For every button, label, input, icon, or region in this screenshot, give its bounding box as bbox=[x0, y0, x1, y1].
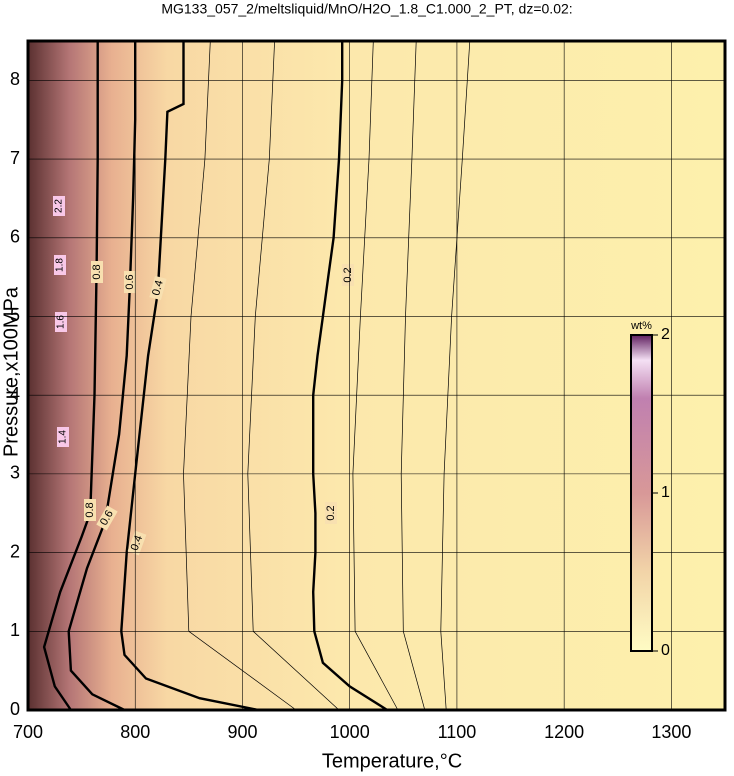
contour-label-bg bbox=[91, 261, 103, 283]
plot-background bbox=[28, 41, 725, 710]
y-tick-label: 2 bbox=[10, 541, 20, 561]
y-tick-label: 1 bbox=[10, 620, 20, 640]
colorbar-tick-label: 2 bbox=[661, 326, 670, 343]
contour-line-bold bbox=[42, 41, 99, 711]
colorbar bbox=[630, 334, 653, 652]
x-tick-label: 1000 bbox=[330, 722, 370, 742]
contour-label-bg bbox=[127, 530, 147, 556]
plot-frame bbox=[26, 39, 727, 712]
contour-label-bg bbox=[149, 275, 167, 301]
x-tick-label: 700 bbox=[13, 722, 43, 742]
colorbar-label: wt% bbox=[630, 320, 652, 332]
colorbar-tick-label: 1 bbox=[661, 484, 670, 501]
x-tick-label: 800 bbox=[120, 722, 150, 742]
contour-label: 0.8 bbox=[84, 502, 96, 517]
y-tick-label: 5 bbox=[10, 305, 20, 325]
x-tick-label: 1200 bbox=[544, 722, 584, 742]
extra-label: 2.2 bbox=[54, 199, 65, 213]
extra-label-bg bbox=[54, 255, 66, 275]
chart-title: MG133_057_2/meltsliquid/MnO/H2O_1.8_C1.0… bbox=[161, 1, 572, 17]
contour-label-bg bbox=[325, 502, 337, 524]
y-tick-label: 0 bbox=[10, 699, 20, 719]
extra-label-bg bbox=[57, 427, 69, 447]
y-tick-label: 8 bbox=[10, 69, 20, 89]
contour-label: 0.6 bbox=[124, 274, 136, 289]
contour-label-bg bbox=[96, 505, 118, 531]
contour-line-bold bbox=[67, 41, 137, 712]
colorbar-tick-label: 0 bbox=[661, 642, 670, 659]
contour-label: 0.4 bbox=[150, 279, 166, 297]
y-tick-label: 3 bbox=[10, 463, 20, 483]
contour-label: 0.8 bbox=[91, 264, 103, 279]
extra-label-bg bbox=[55, 312, 67, 332]
contour-label: 0.2 bbox=[325, 505, 337, 520]
y-tick-label: 6 bbox=[10, 227, 20, 247]
contour-line-bold bbox=[311, 41, 388, 712]
contour-label-bg bbox=[84, 499, 96, 521]
contour-label: 0.2 bbox=[342, 267, 354, 282]
y-tick-label: 7 bbox=[10, 148, 20, 168]
x-axis-label: Temperature,°C bbox=[322, 750, 462, 772]
x-tick-label: 1300 bbox=[651, 722, 691, 742]
extra-label: 1.6 bbox=[56, 315, 67, 329]
contour-label-bg bbox=[342, 264, 354, 286]
extra-label: 1.8 bbox=[55, 258, 66, 272]
contour-label-bg bbox=[124, 271, 136, 293]
y-axis-label: Pressure,x100MPa bbox=[0, 286, 22, 457]
x-tick-label: 900 bbox=[227, 722, 257, 742]
x-tick-label: 1100 bbox=[438, 722, 477, 742]
y-tick-label: 4 bbox=[10, 384, 20, 404]
extra-label-bg bbox=[53, 196, 65, 216]
contour-label: 0.4 bbox=[129, 534, 146, 552]
extra-label: 1.4 bbox=[58, 430, 69, 444]
